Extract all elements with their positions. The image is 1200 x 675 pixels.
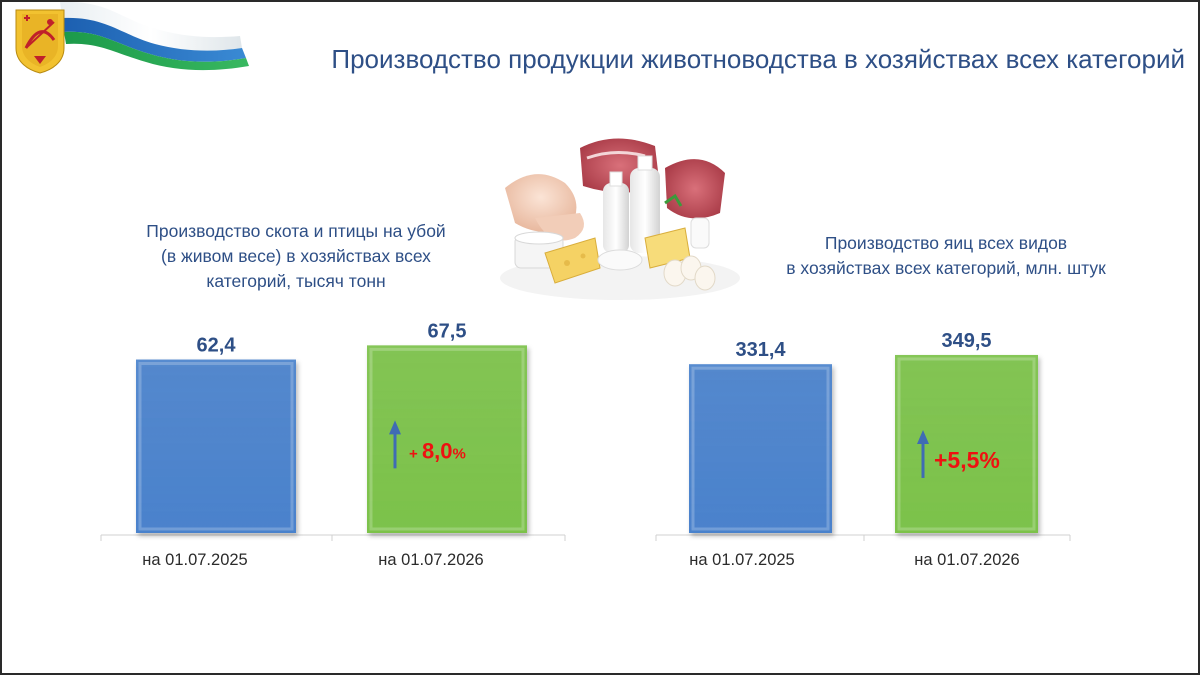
data-label: 349,5 — [941, 330, 991, 352]
up-arrow-icon — [389, 420, 401, 469]
bar-bevel — [691, 366, 830, 531]
data-label: 67,5 — [428, 320, 467, 342]
category-label: на 01.07.2026 — [378, 551, 483, 569]
category-label: на 01.07.2025 — [142, 551, 247, 569]
data-label: 331,4 — [735, 339, 786, 361]
category-label: на 01.07.2025 — [689, 551, 794, 569]
chart-2-title: Производство яиц всех видов в хозяйствах… — [786, 233, 1106, 278]
up-arrow-icon — [917, 429, 929, 478]
growth-label: + 8,0% — [409, 438, 466, 463]
data-label: 62,4 — [197, 335, 237, 357]
bar-bevel — [897, 357, 1036, 531]
page-title: Производство продукции животноводства в … — [331, 44, 1185, 74]
food-illustration-icon — [500, 138, 740, 300]
chart-2-egg-production: 331,4 на 01.07.2025 349,5 на 01.07.2026 +5,5… — [655, 330, 1071, 569]
bar-1 — [689, 364, 832, 533]
bar-2 — [895, 354, 1038, 533]
bar-bevel — [138, 362, 294, 531]
category-label: на 01.07.2026 — [914, 551, 1019, 569]
growth-label: +5,5% — [934, 447, 1000, 473]
chart-1-title: Производство скота и птицы на убой (в жи… — [146, 221, 446, 291]
chart-1-livestock-production: 62,4 на 01.07.2025 67,5 на 01.07.2026 + 8,0% — [100, 320, 566, 569]
bar-1 — [136, 359, 296, 533]
bar-bevel — [369, 347, 525, 531]
coat-of-arms-icon — [15, 1, 249, 74]
